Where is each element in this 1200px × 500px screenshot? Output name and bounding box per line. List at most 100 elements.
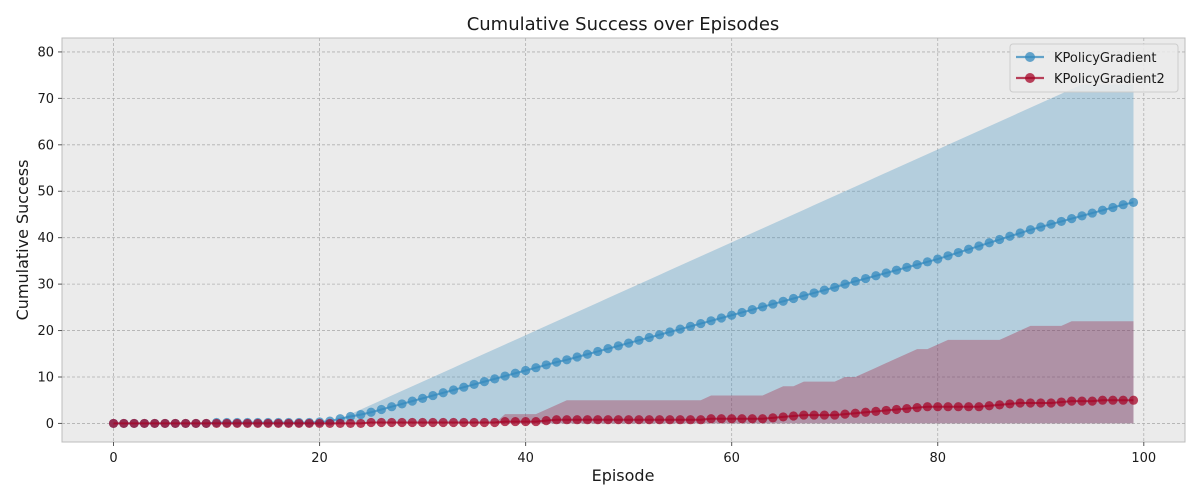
data-point bbox=[706, 316, 716, 326]
data-point bbox=[490, 417, 500, 428]
data-point bbox=[603, 344, 613, 354]
data-point bbox=[685, 415, 696, 425]
data-point bbox=[304, 418, 314, 429]
data-point bbox=[572, 415, 582, 425]
data-point bbox=[1025, 225, 1036, 235]
data-point bbox=[294, 418, 304, 429]
y-axis-label: Cumulative Success bbox=[13, 160, 32, 321]
data-point bbox=[521, 416, 531, 427]
data-point bbox=[891, 265, 902, 275]
data-point bbox=[799, 291, 809, 301]
data-point bbox=[747, 414, 757, 424]
data-point bbox=[624, 415, 634, 425]
data-point bbox=[943, 402, 953, 412]
data-point bbox=[727, 414, 737, 424]
data-point bbox=[366, 417, 376, 428]
data-point bbox=[500, 416, 510, 427]
data-point bbox=[479, 417, 490, 428]
data-point bbox=[1005, 399, 1015, 409]
data-point bbox=[933, 254, 943, 264]
data-point bbox=[1046, 219, 1056, 229]
data-point bbox=[562, 415, 572, 425]
data-point bbox=[376, 404, 386, 415]
data-point bbox=[716, 414, 726, 424]
data-point bbox=[448, 385, 459, 395]
data-point bbox=[624, 338, 634, 348]
data-point bbox=[222, 418, 232, 429]
data-point bbox=[469, 379, 479, 390]
data-point bbox=[819, 285, 830, 295]
chart-title: Cumulative Success over Episodes bbox=[467, 14, 780, 35]
data-point bbox=[170, 418, 180, 429]
y-tick-label: 80 bbox=[37, 45, 54, 60]
data-point bbox=[1015, 398, 1025, 408]
data-point bbox=[933, 402, 943, 412]
data-point bbox=[191, 418, 201, 429]
data-point bbox=[757, 414, 768, 424]
y-tick-label: 30 bbox=[37, 278, 54, 293]
legend-marker-1 bbox=[1025, 52, 1035, 62]
grid-lines bbox=[62, 38, 1185, 442]
data-point bbox=[459, 417, 469, 428]
y-tick-label: 20 bbox=[37, 324, 54, 339]
data-point bbox=[407, 417, 417, 428]
data-point bbox=[912, 260, 922, 270]
data-point bbox=[1067, 396, 1077, 406]
data-point bbox=[984, 401, 994, 411]
data-point bbox=[644, 332, 654, 343]
legend-label-2: KPolicyGradient2 bbox=[1054, 72, 1165, 87]
data-point bbox=[654, 330, 665, 340]
data-point bbox=[1087, 208, 1097, 218]
data-point bbox=[974, 402, 984, 412]
data-point bbox=[479, 377, 490, 387]
x-tick-label: 80 bbox=[929, 451, 946, 466]
x-tick-label: 60 bbox=[723, 451, 740, 466]
data-point bbox=[582, 415, 593, 425]
data-point bbox=[871, 406, 881, 416]
legend-marker-2 bbox=[1025, 73, 1035, 83]
data-point bbox=[675, 324, 685, 334]
data-point bbox=[1036, 222, 1046, 232]
data-point bbox=[768, 413, 778, 423]
data-point bbox=[407, 396, 417, 406]
data-point bbox=[1015, 228, 1025, 238]
data-point bbox=[634, 415, 644, 425]
data-point bbox=[376, 417, 386, 428]
data-point bbox=[108, 418, 119, 429]
legend: KPolicyGradient KPolicyGradient2 bbox=[1009, 43, 1179, 93]
data-point bbox=[716, 313, 726, 323]
data-point bbox=[232, 418, 242, 429]
data-point bbox=[1005, 231, 1015, 241]
data-point bbox=[706, 414, 716, 424]
data-point bbox=[1128, 197, 1139, 207]
confidence-band-2 bbox=[113, 321, 1134, 424]
y-tick-label: 50 bbox=[37, 185, 54, 200]
data-point bbox=[356, 418, 366, 429]
data-point bbox=[242, 418, 253, 429]
data-point bbox=[809, 288, 819, 298]
data-point bbox=[397, 417, 407, 428]
data-point bbox=[139, 418, 150, 429]
data-point bbox=[644, 415, 654, 425]
y-tick-label: 70 bbox=[37, 92, 54, 107]
data-point bbox=[634, 335, 644, 345]
data-point bbox=[1118, 395, 1128, 405]
data-point bbox=[417, 393, 428, 403]
data-point bbox=[1025, 398, 1036, 408]
data-point bbox=[551, 357, 562, 367]
data-point bbox=[438, 417, 448, 428]
data-point bbox=[665, 415, 675, 425]
series-lines bbox=[108, 197, 1139, 429]
data-point bbox=[417, 417, 428, 428]
data-point bbox=[994, 234, 1005, 245]
y-tick-label: 0 bbox=[46, 417, 54, 432]
data-point bbox=[747, 305, 757, 315]
data-point bbox=[1118, 200, 1128, 210]
data-point bbox=[428, 417, 438, 428]
data-point bbox=[325, 418, 335, 429]
data-point bbox=[891, 404, 902, 415]
data-point bbox=[1046, 398, 1056, 408]
data-point bbox=[150, 418, 160, 429]
data-point bbox=[1097, 395, 1108, 405]
